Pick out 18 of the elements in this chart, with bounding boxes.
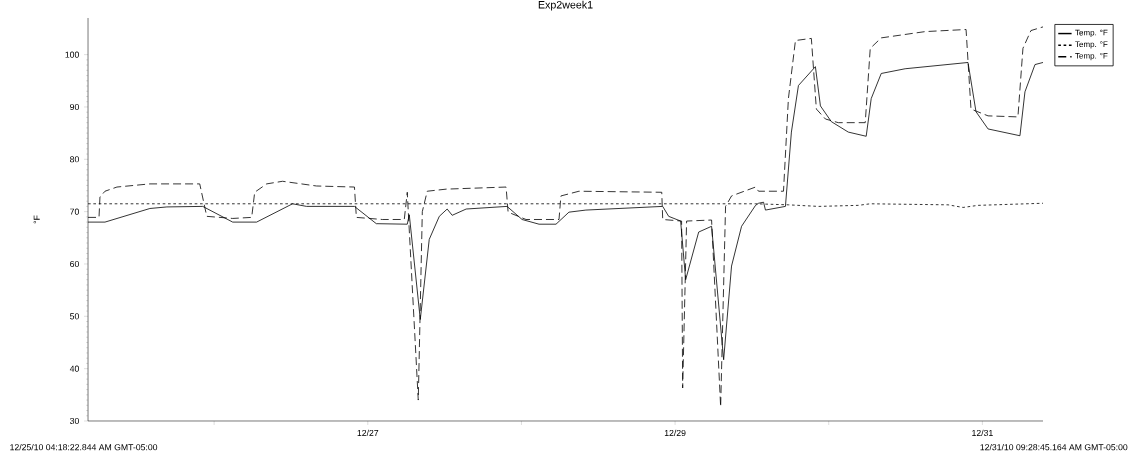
y-tick-label: 80 [70, 156, 79, 163]
y-tick-label: 50 [70, 313, 79, 320]
y-tick-label: 100 [65, 51, 79, 58]
x-tick-label: 12/27 [357, 429, 379, 437]
chart-title: Exp2week1 [538, 0, 593, 11]
y-tick-label: 40 [69, 365, 79, 372]
text: 12/25/10 04:18:22.844 AM GMT-05:00 [10, 443, 158, 451]
y-tick-label: 30 [70, 417, 79, 425]
y-axis-title: °F [33, 215, 40, 224]
x-tick-label: 12/29 [664, 429, 686, 437]
legend-label: Temp. °F [1075, 29, 1108, 38]
legend-label: Temp. °F [1075, 41, 1108, 49]
text: 12/31/10 09:28:45.164 AM GMT-05:00 [980, 443, 1128, 451]
y-tick-label: 70 [70, 208, 79, 215]
y-tick-label: 60 [70, 260, 79, 268]
y-tick-label: 90 [70, 103, 79, 111]
legend-label: Temp. °F [1075, 52, 1108, 61]
x-tick-label: 12/31 [972, 429, 993, 437]
